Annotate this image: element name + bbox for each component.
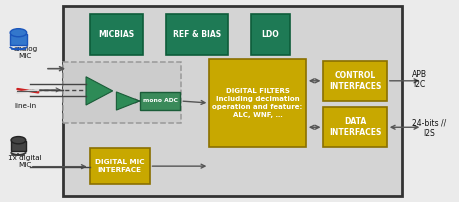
Text: MICBIAS: MICBIAS <box>98 30 134 39</box>
Text: APB
I2C: APB I2C <box>411 70 426 89</box>
Bar <box>323 61 386 101</box>
Text: DATA
INTERFACES: DATA INTERFACES <box>328 117 381 137</box>
Text: CONTROL
INTERFACES: CONTROL INTERFACES <box>328 71 381 91</box>
Bar <box>250 14 289 55</box>
Bar <box>209 59 305 147</box>
Bar <box>10 34 27 45</box>
Ellipse shape <box>11 137 26 144</box>
Text: analog
MIC: analog MIC <box>13 46 37 59</box>
Bar <box>90 148 149 184</box>
Polygon shape <box>116 92 139 110</box>
Text: line-in: line-in <box>14 103 36 109</box>
Polygon shape <box>86 77 112 105</box>
Bar <box>63 6 401 196</box>
Bar <box>63 62 180 123</box>
Bar <box>165 14 227 55</box>
Text: DIGITAL MIC
INTERFACE: DIGITAL MIC INTERFACE <box>95 159 144 173</box>
Bar <box>323 107 386 147</box>
Text: 1x digital
MIC: 1x digital MIC <box>8 155 42 168</box>
Bar <box>140 92 180 110</box>
Bar <box>11 141 26 151</box>
Bar <box>90 14 142 55</box>
Text: REF & BIAS: REF & BIAS <box>172 30 220 39</box>
Text: LDO: LDO <box>261 30 279 39</box>
Text: DIGITAL FILTERS
Including decimation
operation and feature:
ALC, WNF, …: DIGITAL FILTERS Including decimation ope… <box>212 88 302 118</box>
Text: mono ADC: mono ADC <box>143 99 177 103</box>
Ellipse shape <box>10 29 27 37</box>
Text: 24-bits //
I2S: 24-bits // I2S <box>411 119 445 138</box>
